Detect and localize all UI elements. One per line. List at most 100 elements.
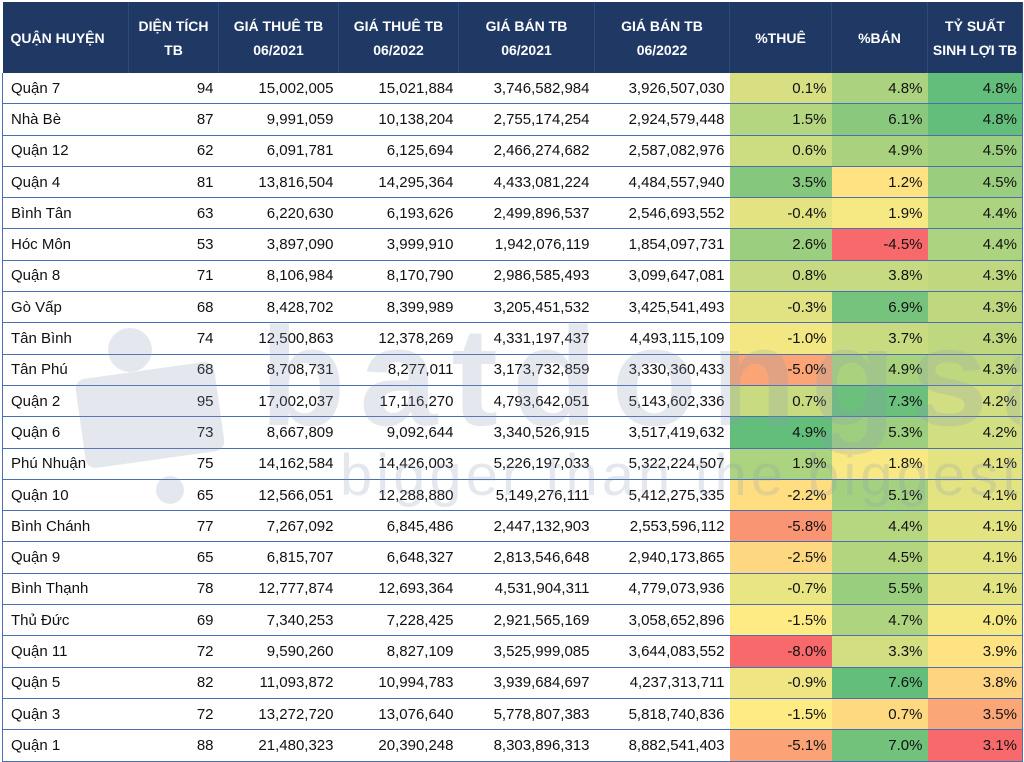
rent-change-cell: 3.5%: [729, 166, 832, 199]
sale-2022-cell: 3,926,507,030: [594, 73, 730, 105]
rent-2021-cell: 8,106,984: [218, 260, 339, 293]
yield-cell: 4.3%: [927, 260, 1023, 293]
header-district: QUẬN HUYỆN: [2, 2, 129, 73]
rent-2021-cell: 7,340,253: [218, 604, 339, 637]
rent-change-cell: -0.4%: [729, 197, 832, 230]
rent-2021-cell: 13,816,504: [218, 166, 339, 199]
table-row: Quận 7 94 15,002,005 15,021,884 3,746,582,98…: [2, 73, 1023, 105]
table-row: Tân Phú 68 8,708,731 8,277,011 3,173,732,859…: [2, 354, 1023, 386]
area-cell: 73: [128, 416, 219, 449]
rent-2022-cell: 3,999,910: [338, 228, 459, 261]
rent-2021-cell: 8,708,731: [218, 354, 339, 386]
rent-2022-cell: 8,399,989: [338, 291, 459, 324]
sale-change-cell: 5.3%: [831, 416, 928, 449]
area-cell: 72: [128, 698, 219, 731]
district-cell: Nhà Bè: [2, 103, 129, 136]
rent-2021-cell: 6,091,781: [218, 135, 339, 167]
area-cell: 65: [128, 541, 219, 574]
rent-change-cell: -1.0%: [729, 322, 832, 355]
yield-cell: 4.4%: [927, 197, 1023, 230]
sale-2022-cell: 2,546,693,552: [594, 197, 730, 230]
sale-2021-cell: 4,331,197,437: [458, 322, 595, 355]
rent-change-cell: -2.2%: [729, 479, 832, 512]
district-cell: Quận 9: [2, 541, 129, 574]
area-cell: 65: [128, 479, 219, 512]
rent-change-cell: 0.6%: [729, 135, 832, 167]
yield-cell: 4.0%: [927, 604, 1023, 637]
rent-change-cell: -8.0%: [729, 635, 832, 668]
rent-2022-cell: 10,994,783: [338, 667, 459, 699]
rent-2021-cell: 15,002,005: [218, 73, 339, 105]
rent-2021-cell: 9,590,260: [218, 635, 339, 668]
table-row: Quận 4 81 13,816,504 14,295,364 4,433,081,22…: [2, 166, 1023, 199]
sale-2022-cell: 4,493,115,109: [594, 322, 730, 355]
rent-2021-cell: 21,480,323: [218, 729, 339, 762]
district-cell: Tân Bình: [2, 322, 129, 355]
area-cell: 77: [128, 510, 219, 543]
table-row: Bình Tân 63 6,220,630 6,193,626 2,499,896,53…: [2, 197, 1023, 230]
rent-2022-cell: 6,125,694: [338, 135, 459, 167]
rent-change-cell: -0.7%: [729, 573, 832, 606]
table-row: Quận 10 65 12,566,051 12,288,880 5,149,276,1…: [2, 479, 1023, 512]
rent-2021-cell: 9,991,059: [218, 103, 339, 136]
sale-2022-cell: 8,882,541,403: [594, 729, 730, 762]
rent-2021-cell: 12,777,874: [218, 573, 339, 606]
sale-change-cell: 1.2%: [831, 166, 928, 199]
sale-change-cell: 4.9%: [831, 135, 928, 167]
rent-2021-cell: 17,002,037: [218, 385, 339, 418]
district-cell: Hóc Môn: [2, 228, 129, 261]
table-row: Quận 11 72 9,590,260 8,827,109 3,525,999,085…: [2, 635, 1023, 668]
rent-2022-cell: 8,277,011: [338, 354, 459, 386]
table-row: Quận 2 95 17,002,037 17,116,270 4,793,642,05…: [2, 385, 1023, 418]
sale-change-cell: -4.5%: [831, 228, 928, 261]
rent-change-cell: 0.7%: [729, 385, 832, 418]
sale-2021-cell: 2,466,274,682: [458, 135, 595, 167]
sale-change-cell: 1.9%: [831, 197, 928, 230]
sale-2021-cell: 2,813,546,648: [458, 541, 595, 574]
header-rent-2021: GIÁ THUÊ TB 06/2021: [218, 2, 339, 73]
sale-2021-cell: 8,303,896,313: [458, 729, 595, 762]
sale-change-cell: 6.1%: [831, 103, 928, 136]
table-body: Quận 7 94 15,002,005 15,021,884 3,746,582,98…: [2, 73, 1023, 762]
sale-change-cell: 4.7%: [831, 604, 928, 637]
district-cell: Quận 10: [2, 479, 129, 512]
sale-change-cell: 4.4%: [831, 510, 928, 543]
table-row: Quận 3 72 13,272,720 13,076,640 5,778,807,38…: [2, 698, 1023, 731]
yield-cell: 4.3%: [927, 322, 1023, 355]
sale-2021-cell: 5,226,197,033: [458, 448, 595, 480]
rent-2022-cell: 12,693,364: [338, 573, 459, 606]
rent-change-cell: 0.8%: [729, 260, 832, 293]
yield-cell: 4.3%: [927, 354, 1023, 386]
area-cell: 71: [128, 260, 219, 293]
sale-2021-cell: 2,755,174,254: [458, 103, 595, 136]
rent-2022-cell: 6,845,486: [338, 510, 459, 543]
rent-2021-cell: 8,428,702: [218, 291, 339, 324]
yield-cell: 4.5%: [927, 166, 1023, 199]
rent-change-cell: -5.1%: [729, 729, 832, 762]
area-cell: 78: [128, 573, 219, 606]
area-cell: 53: [128, 228, 219, 261]
rent-2021-cell: 3,897,090: [218, 228, 339, 261]
sale-change-cell: 5.5%: [831, 573, 928, 606]
yield-cell: 4.2%: [927, 385, 1023, 418]
sale-2021-cell: 4,433,081,224: [458, 166, 595, 199]
rent-2022-cell: 12,288,880: [338, 479, 459, 512]
rent-2021-cell: 11,093,872: [218, 667, 339, 699]
district-cell: Quận 8: [2, 260, 129, 293]
sale-change-cell: 4.9%: [831, 354, 928, 386]
sale-2022-cell: 2,924,579,448: [594, 103, 730, 136]
sale-2022-cell: 3,099,647,081: [594, 260, 730, 293]
area-cell: 95: [128, 385, 219, 418]
sale-2022-cell: 3,058,652,896: [594, 604, 730, 637]
header-sale-change: %BÁN: [831, 2, 928, 73]
table-row: Quận 12 62 6,091,781 6,125,694 2,466,274,682…: [2, 135, 1023, 167]
area-cell: 82: [128, 667, 219, 699]
rent-2022-cell: 9,092,644: [338, 416, 459, 449]
sale-2021-cell: 5,778,807,383: [458, 698, 595, 731]
sale-2021-cell: 3,340,526,915: [458, 416, 595, 449]
header-yield: TỶ SUẤT SINH LỢI TB: [927, 2, 1023, 73]
table-row: Gò Vấp 68 8,428,702 8,399,989 3,205,451,532 3…: [2, 291, 1023, 324]
rent-2021-cell: 12,500,863: [218, 322, 339, 355]
header-sale-2022: GIÁ BÁN TB 06/2022: [594, 2, 730, 73]
